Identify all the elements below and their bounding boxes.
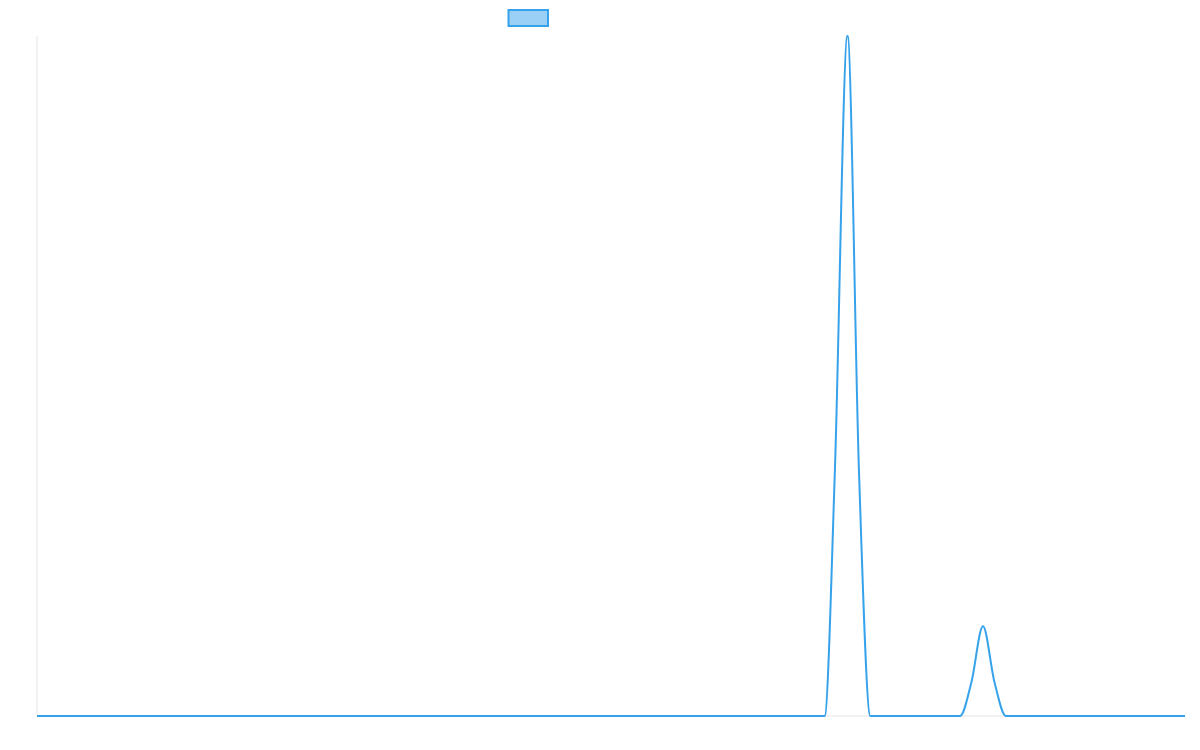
series-line <box>37 35 1185 718</box>
legend-swatch[interactable] <box>507 9 549 27</box>
